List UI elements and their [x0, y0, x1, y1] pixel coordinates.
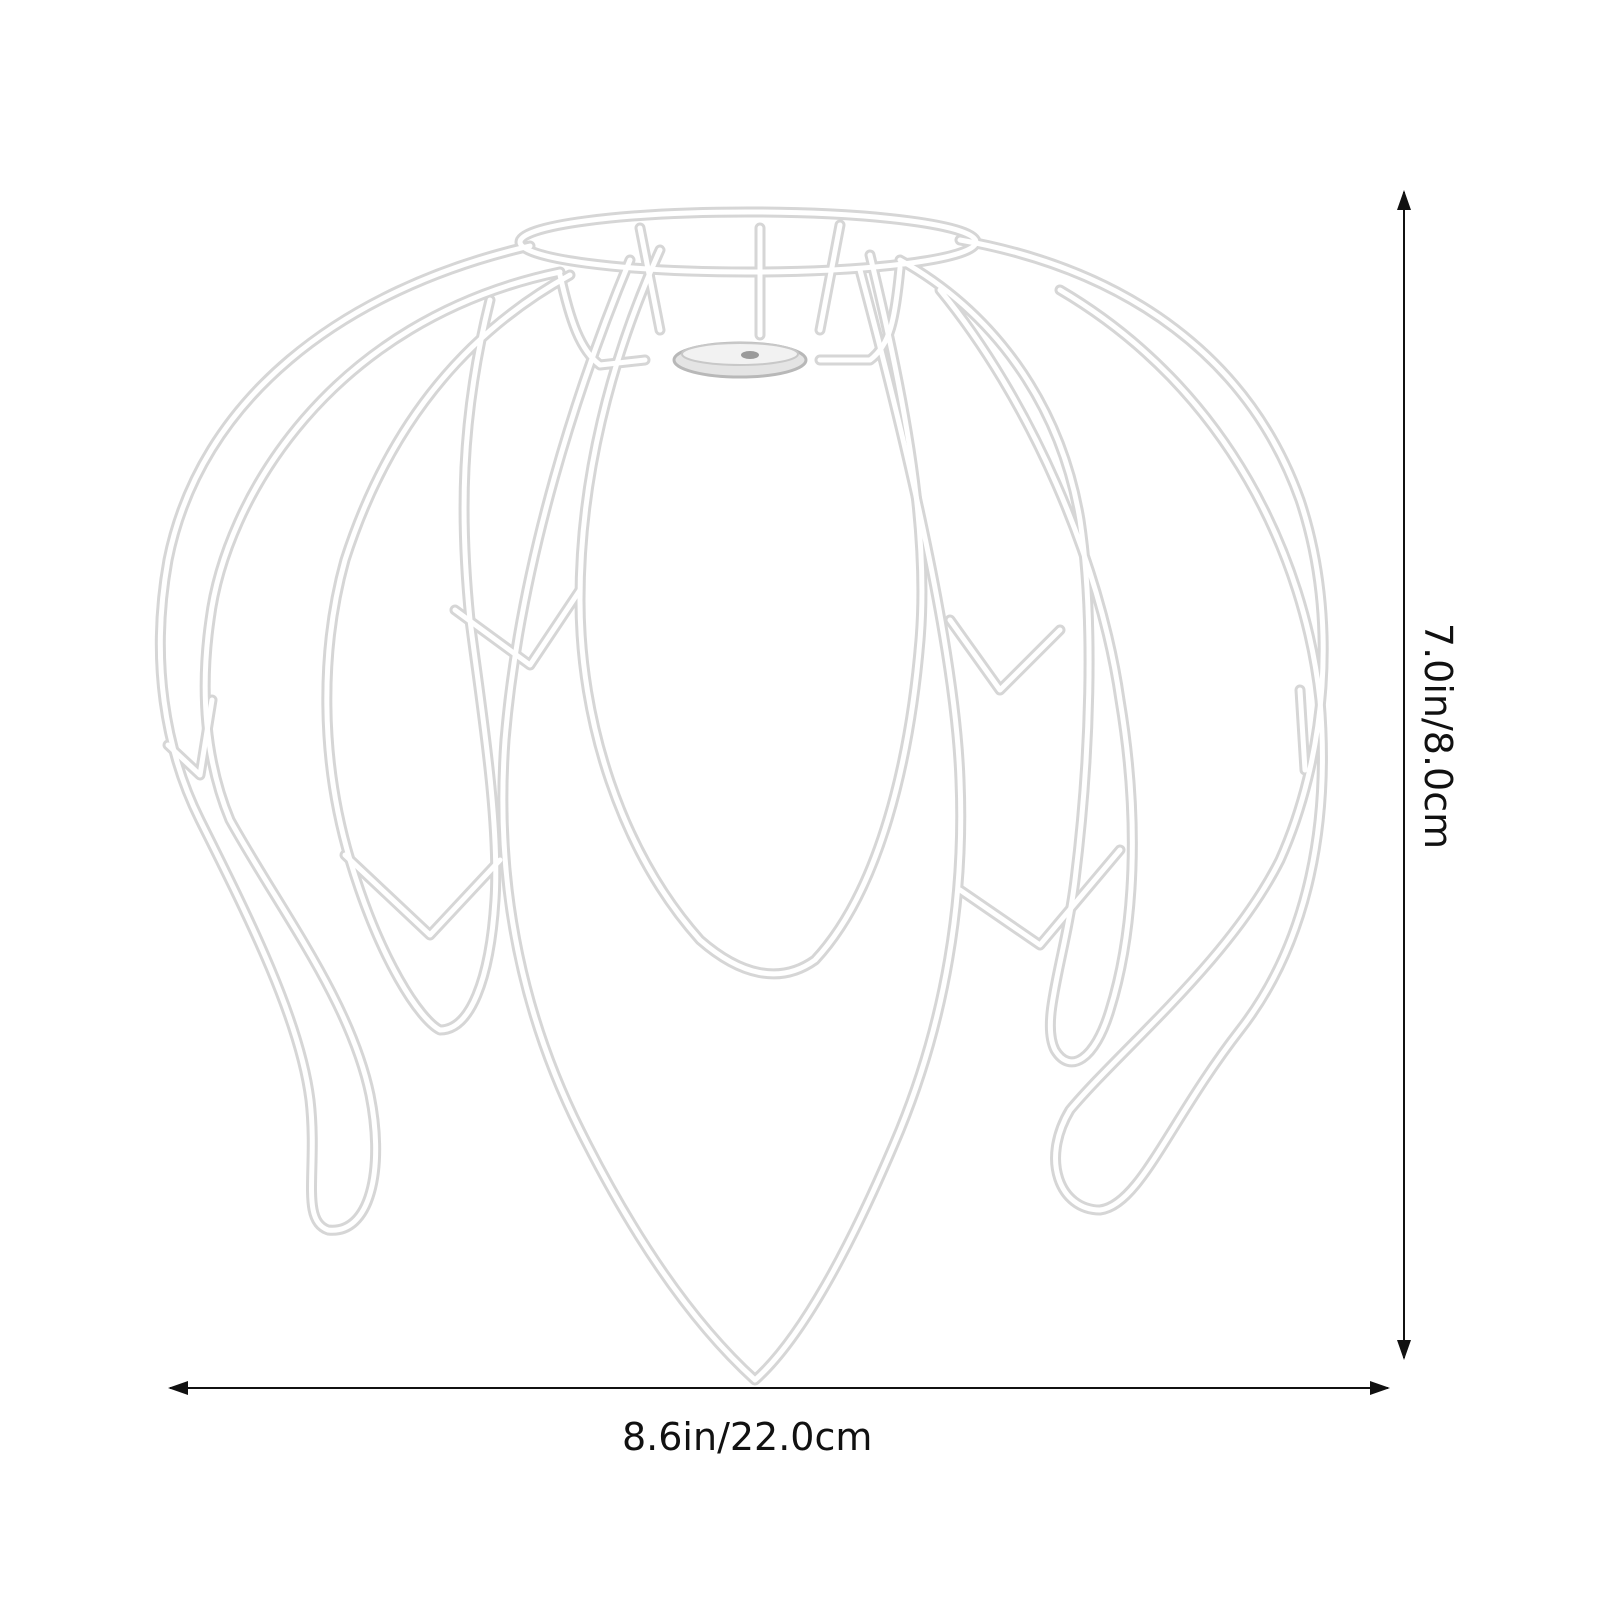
fitting-plate: [672, 341, 808, 379]
wire-lamp-shade-cage-icon: [154, 206, 1329, 1386]
width-dimension-label: 8.6in/22.0cm: [622, 1415, 873, 1459]
height-dimension-label: 7.0in/8.0cm: [1416, 622, 1460, 850]
